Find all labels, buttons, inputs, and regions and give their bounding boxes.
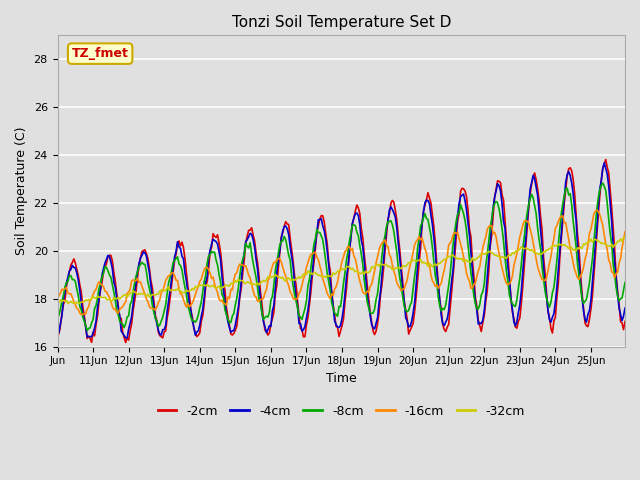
-2cm xyxy=(122,340,129,346)
X-axis label: Time: Time xyxy=(326,372,356,385)
-8cm xyxy=(621,280,629,286)
Line: -16cm: -16cm xyxy=(58,210,625,315)
-2cm xyxy=(602,156,609,162)
-32cm xyxy=(458,256,466,262)
-2cm xyxy=(54,332,61,338)
-8cm xyxy=(83,328,91,334)
Line: -2cm: -2cm xyxy=(58,159,625,343)
-8cm xyxy=(544,300,552,305)
-16cm xyxy=(54,297,61,302)
-8cm xyxy=(599,180,607,186)
-2cm xyxy=(460,186,467,192)
-4cm xyxy=(460,191,467,197)
-32cm xyxy=(54,301,61,307)
-2cm xyxy=(544,308,552,314)
-32cm xyxy=(91,295,99,301)
-16cm xyxy=(621,229,629,235)
-8cm xyxy=(347,231,355,237)
Line: -4cm: -4cm xyxy=(58,163,625,338)
Text: TZ_fmet: TZ_fmet xyxy=(72,47,129,60)
-4cm xyxy=(124,335,131,341)
-2cm xyxy=(91,333,99,339)
-16cm xyxy=(544,268,552,274)
-4cm xyxy=(544,308,552,313)
Title: Tonzi Soil Temperature Set D: Tonzi Soil Temperature Set D xyxy=(232,15,451,30)
-32cm xyxy=(346,264,353,270)
-32cm xyxy=(543,247,550,253)
-8cm xyxy=(92,302,100,308)
-32cm xyxy=(73,300,81,305)
-4cm xyxy=(91,325,99,331)
-16cm xyxy=(460,254,467,260)
-2cm xyxy=(621,319,629,324)
-4cm xyxy=(73,270,81,276)
-4cm xyxy=(54,332,61,337)
-8cm xyxy=(460,210,467,216)
-16cm xyxy=(79,312,86,318)
-16cm xyxy=(593,207,601,213)
-32cm xyxy=(617,236,625,242)
-32cm xyxy=(621,234,629,240)
-2cm xyxy=(73,266,81,272)
Line: -32cm: -32cm xyxy=(58,237,625,304)
-4cm xyxy=(600,160,608,166)
-2cm xyxy=(620,327,627,333)
Y-axis label: Soil Temperature (C): Soil Temperature (C) xyxy=(15,127,28,255)
-16cm xyxy=(73,306,81,312)
-8cm xyxy=(620,288,627,293)
-4cm xyxy=(621,305,629,311)
-2cm xyxy=(347,233,355,239)
-16cm xyxy=(620,237,627,242)
-8cm xyxy=(73,286,81,292)
Legend: -2cm, -4cm, -8cm, -16cm, -32cm: -2cm, -4cm, -8cm, -16cm, -32cm xyxy=(153,400,530,423)
-16cm xyxy=(347,248,355,253)
-4cm xyxy=(347,235,355,241)
-4cm xyxy=(620,313,627,319)
Line: -8cm: -8cm xyxy=(58,183,625,331)
-16cm xyxy=(92,287,100,292)
-8cm xyxy=(54,314,61,320)
